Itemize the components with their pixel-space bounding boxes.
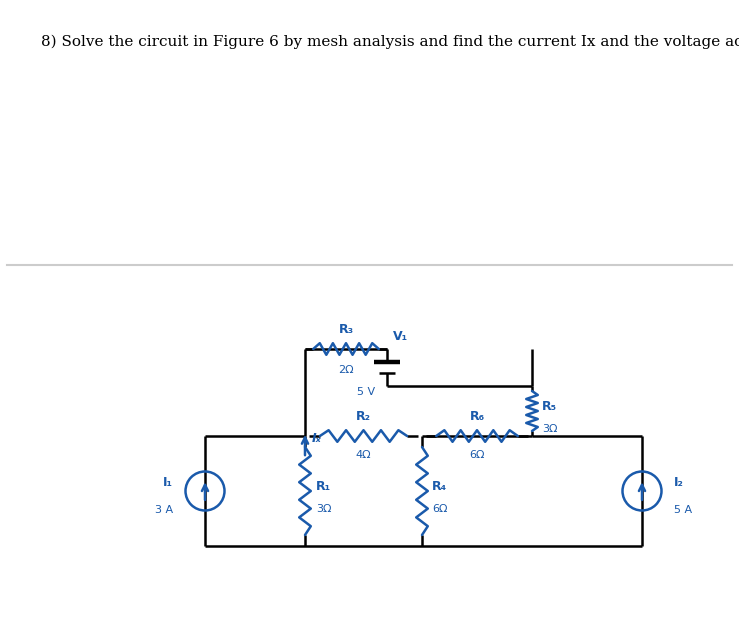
Text: 6Ω: 6Ω: [469, 450, 485, 460]
Text: Iₓ: Iₓ: [312, 432, 321, 445]
Text: R₂: R₂: [356, 410, 371, 423]
Text: R₃: R₃: [338, 323, 353, 336]
Text: 2Ω: 2Ω: [338, 365, 354, 375]
Text: 5 V: 5 V: [357, 387, 375, 397]
Text: 6Ω: 6Ω: [432, 504, 448, 514]
Text: R₆: R₆: [469, 410, 485, 423]
Text: 4Ω: 4Ω: [355, 450, 371, 460]
Text: 5 A: 5 A: [674, 505, 692, 515]
Text: I₂: I₂: [674, 476, 684, 490]
Text: 3Ω: 3Ω: [542, 424, 557, 434]
Text: R₄: R₄: [432, 480, 447, 493]
Text: R₅: R₅: [542, 399, 557, 413]
Text: R₁: R₁: [316, 480, 331, 493]
Text: V₁: V₁: [393, 330, 408, 343]
Text: 3Ω: 3Ω: [316, 504, 332, 514]
Text: 8) Solve the circuit in Figure 6 by mesh analysis and find the current Ix and th: 8) Solve the circuit in Figure 6 by mesh…: [41, 35, 739, 49]
Text: I₁: I₁: [163, 476, 173, 490]
Text: 3 A: 3 A: [155, 505, 173, 515]
